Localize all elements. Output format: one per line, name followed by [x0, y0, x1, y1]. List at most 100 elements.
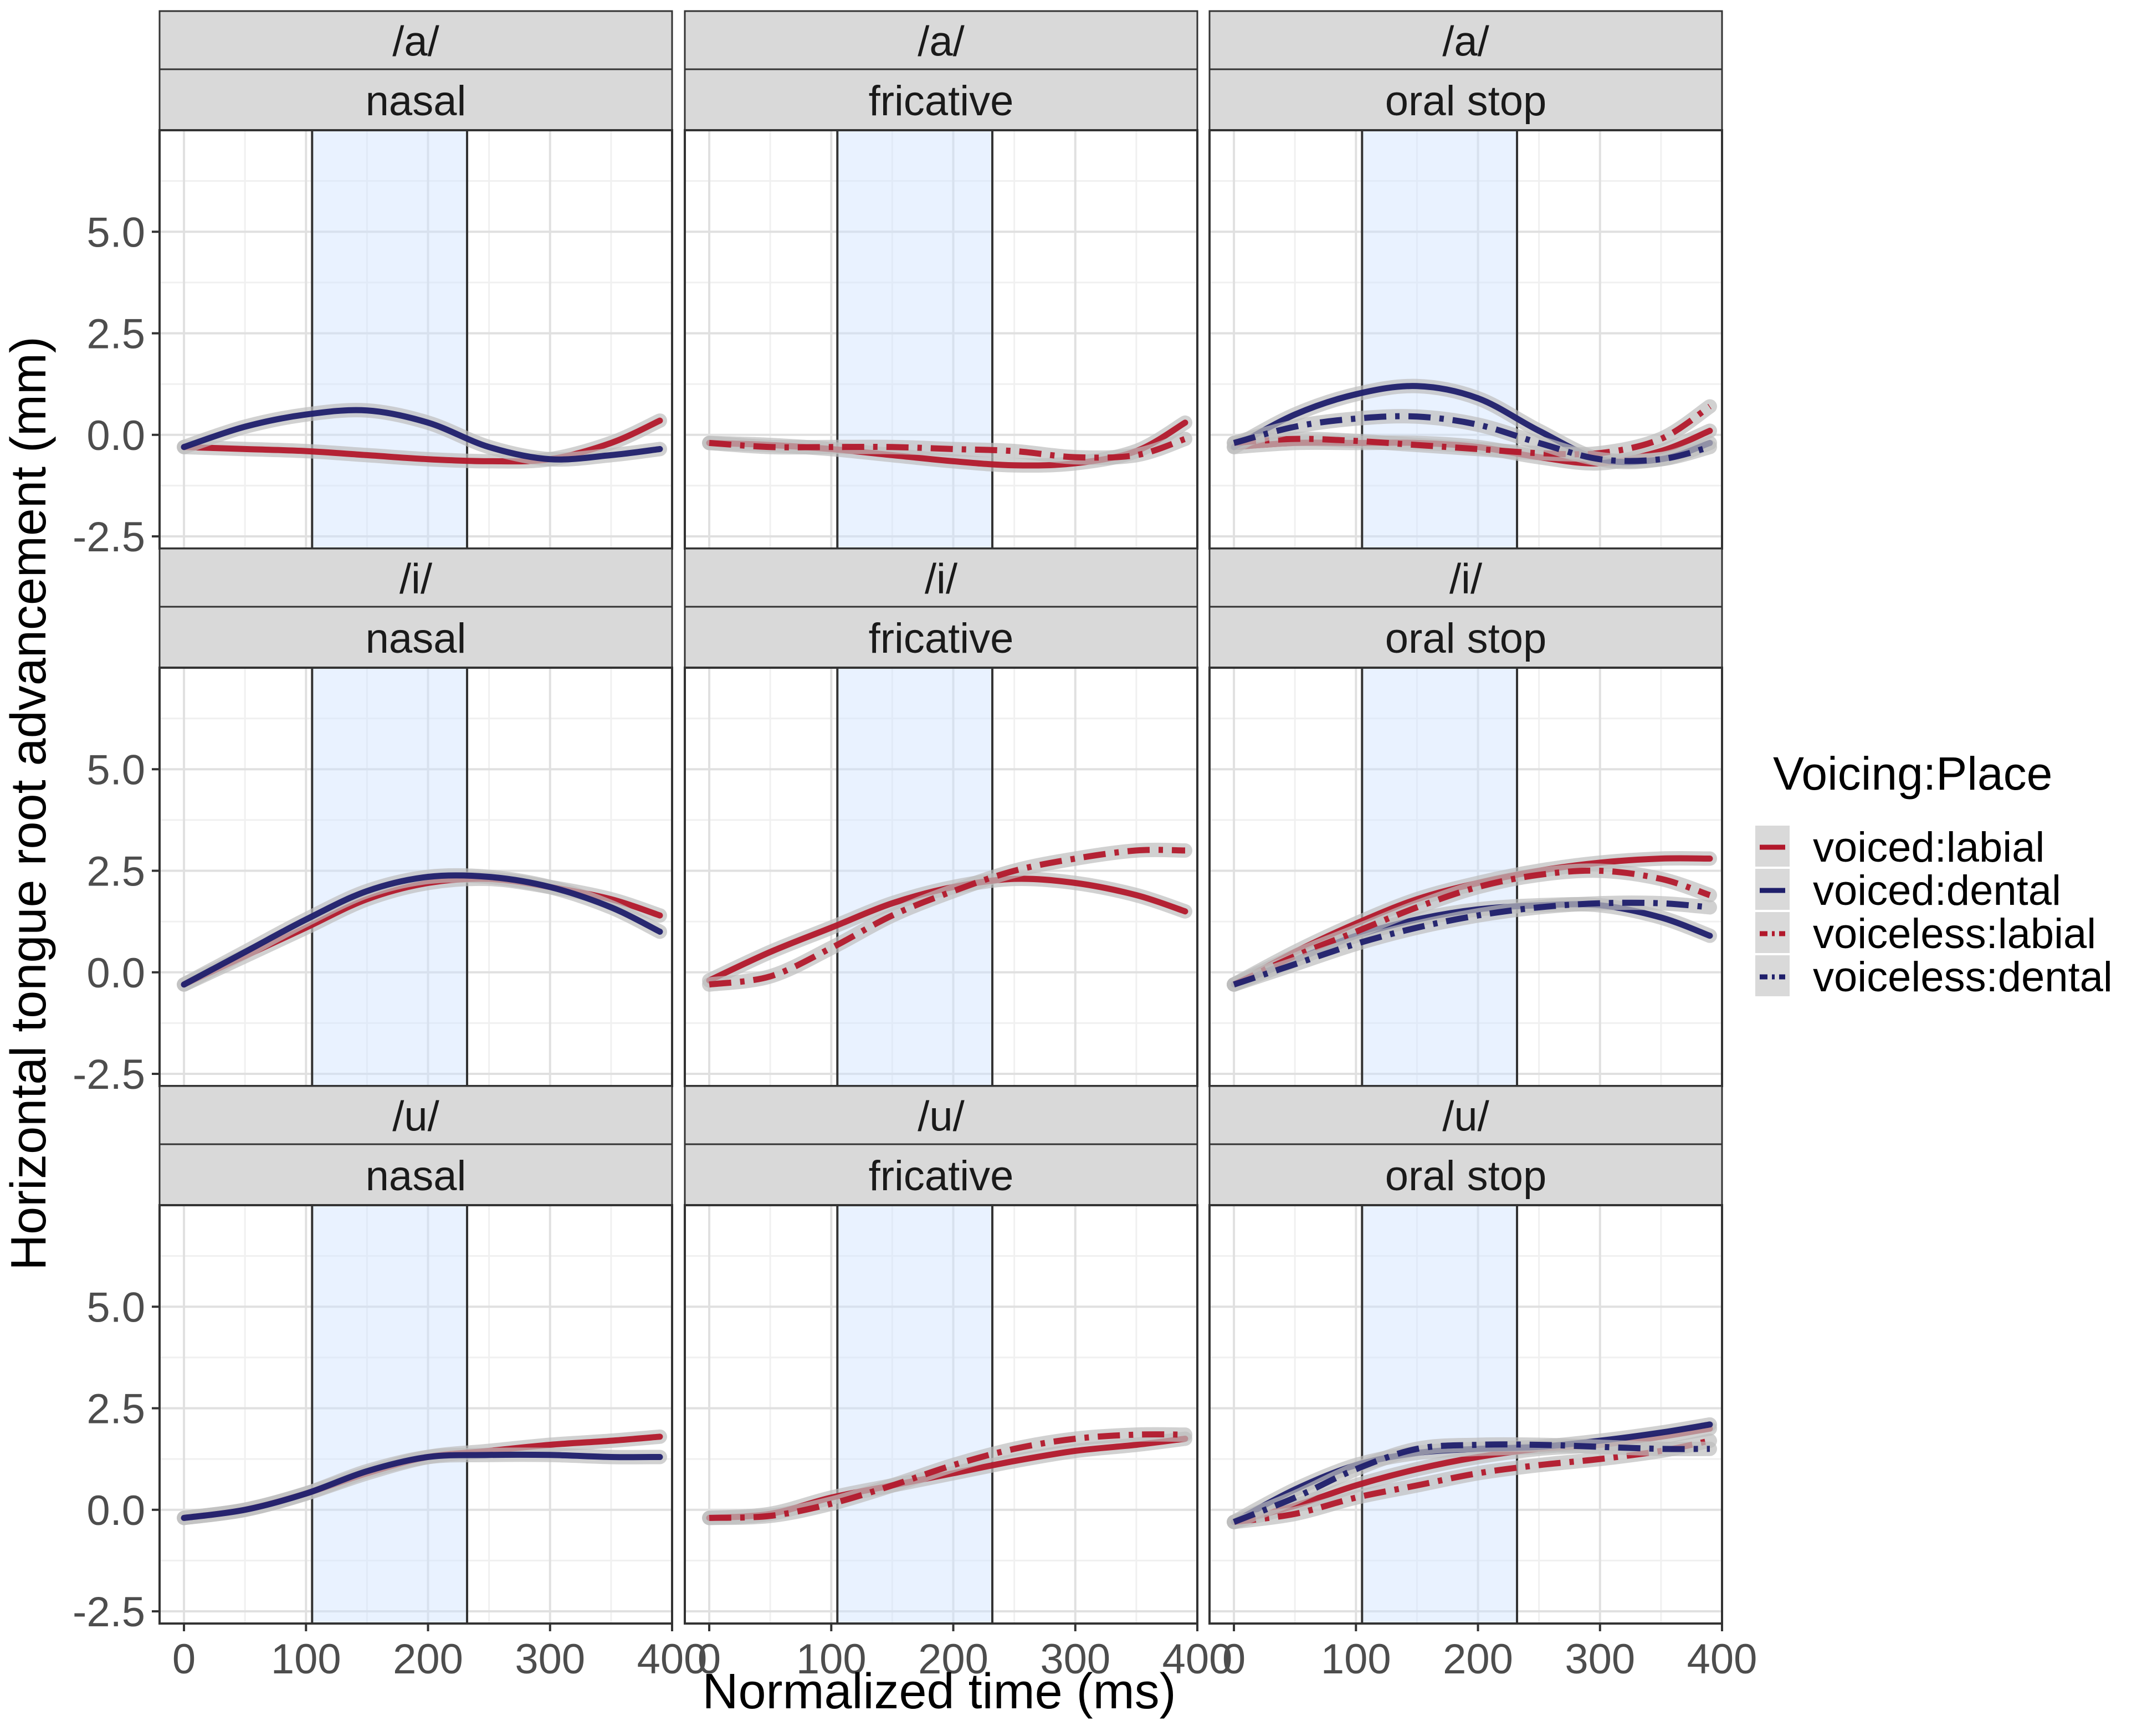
manner-strip	[684, 1143, 1198, 1206]
x-tick-label: 100	[1321, 1636, 1391, 1683]
legend: Voicing:Place voiced:labialvoiced:dental…	[1755, 747, 2113, 1001]
facet-panel: /a/oral stop	[1208, 10, 1723, 550]
consonant-interval	[1362, 130, 1517, 549]
facet-panel: /a/nasal	[158, 10, 673, 550]
manner-strip	[1208, 606, 1723, 669]
manner-strip-label: oral stop	[1385, 1153, 1547, 1200]
series-line	[1233, 413, 1711, 464]
manner-strip-label: nasal	[366, 78, 467, 125]
series-line	[181, 1451, 663, 1521]
vowel-strip	[158, 547, 673, 608]
x-tick-label: 300	[1040, 1636, 1110, 1683]
series-line	[1233, 899, 1710, 987]
facet-panel: /i/oral stop	[1208, 547, 1723, 1087]
series-line	[709, 1431, 1185, 1521]
legend-entry-label: voiceless:labial	[1813, 910, 2096, 957]
vowel-strip-label: /u/	[1442, 1093, 1489, 1140]
legend-title: Voicing:Place	[1773, 747, 2052, 800]
x-tick-label: 200	[1443, 1636, 1513, 1683]
vowel-strip-label: /i/	[399, 556, 433, 603]
manner-strip	[158, 1143, 673, 1206]
consonant-interval	[312, 130, 467, 549]
vowel-strip-label: /a/	[918, 18, 965, 65]
x-tick-label: 400	[637, 1636, 708, 1683]
vowel-strip	[684, 10, 1198, 70]
facet-panel: /u/fricative	[684, 1085, 1198, 1625]
consonant-interval	[837, 130, 992, 549]
vowel-strip-label: /u/	[392, 1093, 439, 1140]
facet-panel: /u/nasal	[158, 1085, 673, 1625]
ticks-layer: 5.0 2.5 0.0 -2.5 5.0 2.5 0.0 -2.5 5.0 2.5 0.0 -2.5 0…	[73, 209, 1757, 1683]
y-tick-label: 5.0	[86, 746, 145, 793]
facet-panel: /u/oral stop	[1208, 1085, 1723, 1625]
vowel-strip	[1208, 547, 1723, 608]
x-tick-label: 100	[271, 1636, 341, 1683]
manner-strip-label: oral stop	[1385, 78, 1547, 125]
y-tick-label: 5.0	[86, 209, 145, 256]
series-ci-band	[1227, 863, 1717, 992]
y-tick-label: -2.5	[73, 1589, 145, 1636]
vowel-strip-label: /i/	[925, 556, 958, 603]
panel-border	[158, 1204, 673, 1625]
x-tick-label: 200	[393, 1636, 463, 1683]
consonant-interval	[1362, 1205, 1517, 1624]
legend-entry-label: voiced:dental	[1813, 867, 2061, 914]
x-tick-label: 0	[1222, 1636, 1246, 1683]
y-tick-label: 5.0	[86, 1284, 145, 1331]
x-tick-label: 0	[172, 1636, 196, 1683]
manner-strip-label: nasal	[366, 1153, 467, 1200]
y-axis-title: Horizontal tongue root advancement (mm)	[1, 336, 57, 1271]
vowel-strip-label: /i/	[1449, 556, 1483, 603]
manner-strip	[1208, 68, 1723, 131]
series-line	[181, 407, 663, 463]
facet-panel: /i/nasal	[158, 547, 673, 1087]
manner-strip-label: oral stop	[1385, 615, 1547, 662]
series-line	[181, 872, 663, 988]
y-tick-label: 0.0	[86, 412, 145, 459]
legend-entry-label: voiceless:dental	[1813, 954, 2113, 1001]
y-tick-label: -2.5	[73, 514, 145, 561]
series-line	[181, 417, 663, 465]
vowel-strip	[684, 547, 1198, 608]
consonant-interval	[837, 668, 992, 1086]
series-line	[709, 436, 1186, 461]
x-tick-label: 400	[1687, 1636, 1757, 1683]
y-tick-label: 2.5	[86, 1386, 145, 1433]
vowel-strip-label: /a/	[392, 18, 439, 65]
vowel-strip-label: /a/	[1442, 18, 1489, 65]
series-line	[1233, 1441, 1710, 1525]
y-tick-label: 0.0	[86, 1487, 145, 1534]
manner-strip-label: nasal	[366, 615, 467, 662]
panels-layer: /a/nasal/a/fricative/a/oral stop/i/nasal…	[158, 10, 1723, 1625]
manner-strip	[684, 606, 1198, 669]
x-tick-label: 100	[796, 1636, 867, 1683]
x-tick-label: 300	[515, 1636, 585, 1683]
vowel-strip-label: /u/	[918, 1093, 965, 1140]
vowel-strip	[158, 1085, 673, 1145]
panel-border	[684, 1204, 1198, 1625]
facet-panel: /i/fricative	[684, 547, 1198, 1087]
y-tick-label: 2.5	[86, 848, 145, 895]
legend-entries: voiced:labialvoiced:dentalvoiceless:labi…	[1755, 824, 2113, 1001]
series-ci-band	[702, 842, 1192, 992]
x-tick-label: 200	[918, 1636, 988, 1683]
manner-strip	[684, 68, 1198, 131]
manner-strip	[158, 68, 673, 131]
legend-entry-label: voiced:labial	[1813, 824, 2044, 871]
y-tick-label: 0.0	[86, 950, 145, 997]
y-tick-label: -2.5	[73, 1051, 145, 1098]
manner-strip	[158, 606, 673, 669]
x-axis-title: Normalized time (ms)	[702, 1664, 1176, 1719]
x-tick-label: 0	[698, 1636, 721, 1683]
vowel-strip	[684, 1085, 1198, 1145]
manner-strip-label: fricative	[869, 1153, 1014, 1200]
panel-border	[1208, 1204, 1723, 1625]
consonant-interval	[312, 1205, 467, 1624]
x-tick-label: 300	[1565, 1636, 1635, 1683]
manner-strip-label: fricative	[869, 615, 1014, 662]
manner-strip-label: fricative	[869, 78, 1014, 125]
vowel-strip	[158, 10, 673, 70]
vowel-strip	[1208, 10, 1723, 70]
